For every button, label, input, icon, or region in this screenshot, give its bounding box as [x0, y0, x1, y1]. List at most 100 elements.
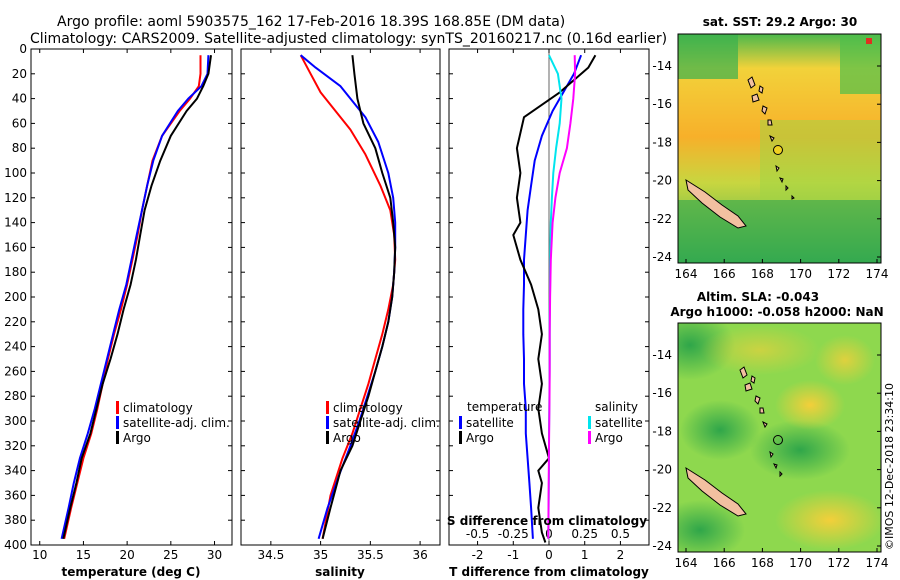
x-tick-label: 34.5	[257, 548, 284, 562]
series-line-climatology	[299, 54, 397, 539]
sla-map	[678, 323, 881, 552]
depth-tick-label: 40	[12, 92, 27, 106]
argo-float-marker	[773, 435, 783, 445]
lat-tick-label: -20	[652, 174, 672, 188]
s-tick-label: 0.5	[611, 527, 630, 541]
new-caledonia-island	[685, 178, 747, 229]
lon-tick-label: 170	[789, 267, 812, 281]
depth-tick-label: 140	[4, 216, 27, 230]
temperature-chart: 10 15 20 25 30	[31, 48, 232, 562]
series-line-t-satellite	[522, 54, 583, 539]
x-tick-label: 10	[32, 548, 47, 562]
lon-tick-label: 166	[713, 267, 736, 281]
s-tick-label: -0.5	[466, 527, 489, 541]
lat-tick-label: -14	[652, 348, 672, 362]
lat-tick-label: -16	[652, 97, 672, 111]
argo-float-marker	[773, 145, 783, 155]
sst-map-title: sat. SST: 29.2 Argo: 30	[703, 15, 857, 29]
legend-t-satellite: satellite	[466, 416, 514, 430]
lat-tick-label: -22	[652, 501, 672, 515]
sst-map	[678, 34, 881, 263]
lat-tick-label: -18	[652, 424, 672, 438]
depth-tick-label: 380	[4, 513, 27, 527]
temperature-panel	[30, 48, 233, 546]
series-line-argo	[321, 55, 397, 540]
imos-credit: ©IMOS 12-Dec-2018 23:34:10	[883, 383, 896, 550]
lon-tick-label: 172	[827, 267, 850, 281]
x-tick-label: 35	[313, 548, 328, 562]
x-tick-label: 2	[617, 548, 625, 562]
depth-tick-label: 240	[4, 340, 27, 354]
difference-chart: -2 -1 0 1 2-0.5 -0.25 0 0.25 0.5	[449, 48, 649, 562]
lon-tick-label: 166	[713, 556, 736, 570]
depth-tick-label: 260	[4, 364, 27, 378]
lon-tick-label: 174	[866, 267, 889, 281]
depth-tick-label: 160	[4, 240, 27, 254]
x-tick-label: 30	[207, 548, 222, 562]
sst-map-axes: 164 166 168 170 172 174 -14 -16 -18 -20 -22 -24	[652, 59, 888, 281]
depth-tick-label: 80	[12, 141, 27, 155]
temperature-xlabel: temperature (deg C)	[62, 565, 201, 579]
lon-tick-label: 164	[675, 267, 698, 281]
series-line-satellite-adj-clim-	[60, 55, 210, 540]
x-tick-label: 15	[76, 548, 91, 562]
legend-s-argo: Argo	[595, 431, 623, 445]
lon-tick-label: 164	[675, 556, 698, 570]
sla-map-title2: Argo h1000: -0.058 h2000: NaN	[670, 305, 883, 319]
x-tick-label: 1	[581, 548, 589, 562]
lon-tick-label: 172	[827, 556, 850, 570]
depth-tick-label: 220	[4, 315, 27, 329]
lat-tick-label: -16	[652, 386, 672, 400]
lat-tick-label: -20	[652, 463, 672, 477]
legend-satellite-adj: satellite-adj. clim.	[123, 416, 230, 430]
series-line-argo	[62, 55, 212, 540]
series-line-climatology	[63, 55, 202, 540]
legend-salinity-title: salinity	[595, 400, 638, 414]
series-line-s-argo	[547, 55, 577, 539]
x-tick-label: -2	[472, 548, 484, 562]
depth-tick-label: 60	[12, 116, 27, 130]
legend-s-satellite: satellite	[595, 416, 643, 430]
series-line-t-argo	[512, 54, 597, 543]
depth-tick-label: 120	[4, 191, 27, 205]
depth-tick-label: 300	[4, 414, 27, 428]
x-tick-label: 20	[119, 548, 134, 562]
lon-tick-label: 168	[751, 267, 774, 281]
new-caledonia-island	[685, 466, 747, 517]
lat-tick-label: -18	[652, 135, 672, 149]
s-tick-label: -0.25	[498, 527, 529, 541]
depth-tick-label: 100	[4, 166, 27, 180]
vanuatu-islands	[739, 366, 783, 478]
depth-tick-label: 0	[19, 42, 27, 56]
lon-tick-label: 170	[789, 556, 812, 570]
lat-tick-label: -24	[652, 250, 672, 264]
difference-xlabel: T difference from climatology	[449, 565, 649, 579]
depth-tick-label: 180	[4, 265, 27, 279]
salinity-legend: climatology satellite-adj. clim. Argo	[326, 401, 440, 445]
depth-tick-label: 400	[4, 538, 27, 552]
legend-climatology: climatology	[333, 401, 403, 415]
lat-tick-label: -22	[652, 212, 672, 226]
s-tick-label: 0.25	[571, 527, 598, 541]
x-tick-label: 25	[163, 548, 178, 562]
depth-axis: 0 20 40 60 80 100 120 140 160 180 200 220 240 260 280 3…	[4, 42, 27, 552]
sla-map-axes: 164 166 168 170 172 174 -14 -16 -18 -20 -22 -24	[652, 348, 888, 570]
x-tick-label: -1	[507, 548, 519, 562]
vanuatu-islands	[747, 76, 795, 200]
depth-tick-label: 320	[4, 439, 27, 453]
depth-tick-label: 20	[12, 67, 27, 81]
legend-temperature-title: temperature	[467, 400, 542, 414]
depth-tick-label: 360	[4, 488, 27, 502]
legend-argo: Argo	[123, 431, 151, 445]
sla-map-title1: Altim. SLA: -0.043	[697, 290, 819, 304]
x-tick-label: 0	[545, 548, 553, 562]
lon-tick-label: 174	[866, 556, 889, 570]
legend-t-argo: Argo	[466, 431, 494, 445]
salinity-xlabel: salinity	[315, 565, 365, 579]
legend-satellite-adj: satellite-adj. clim.	[333, 416, 440, 430]
depth-tick-label: 200	[4, 290, 27, 304]
difference-legend: temperature salinity satellite Argo sate…	[459, 400, 643, 445]
legend-climatology: climatology	[123, 401, 193, 415]
x-tick-label: 36	[412, 548, 427, 562]
